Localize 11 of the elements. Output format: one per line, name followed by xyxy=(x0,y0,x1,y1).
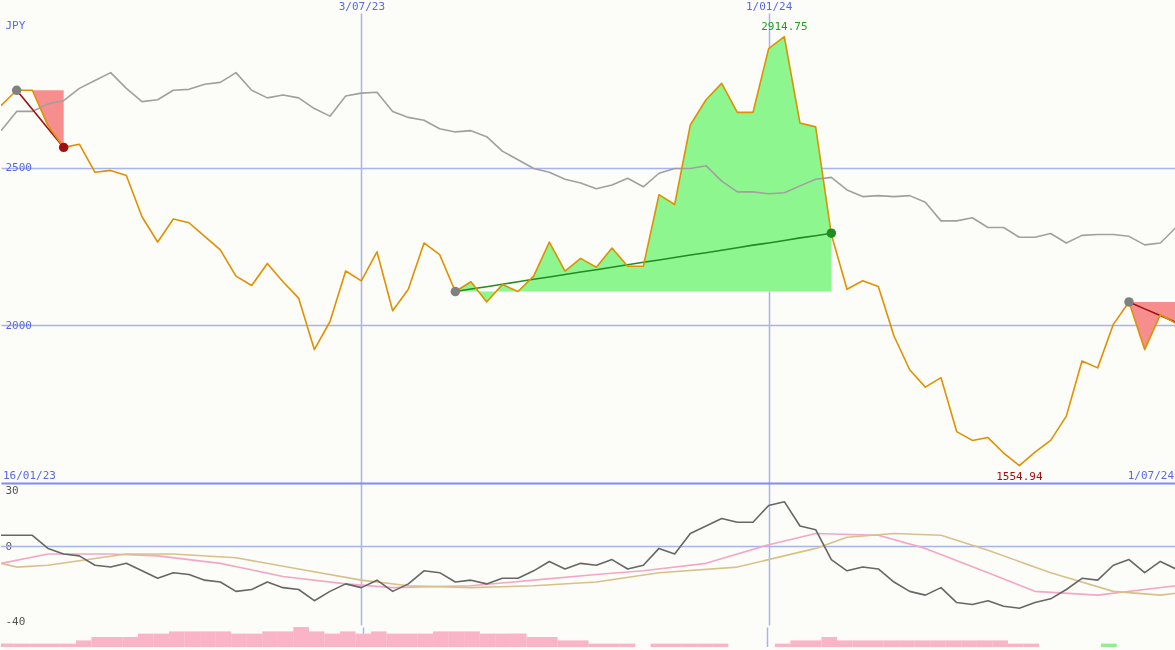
annotation: 1554.94 xyxy=(996,469,1043,483)
y-tick-label: 2000 xyxy=(5,318,32,332)
annotation: 16/01/23 xyxy=(3,469,56,482)
x-tick-label: 1/01/24 xyxy=(745,0,793,13)
annotation: 1/07/24 xyxy=(1127,469,1175,482)
y-tick-label: 30 xyxy=(5,483,19,497)
y-tick-label: -40 xyxy=(5,614,26,628)
x-tick-label: 3/07/23 xyxy=(338,0,386,13)
y-tick-label: 2500 xyxy=(5,161,32,175)
y-axis-title: JPY xyxy=(5,18,26,32)
annotation: 2914.75 xyxy=(761,19,808,33)
